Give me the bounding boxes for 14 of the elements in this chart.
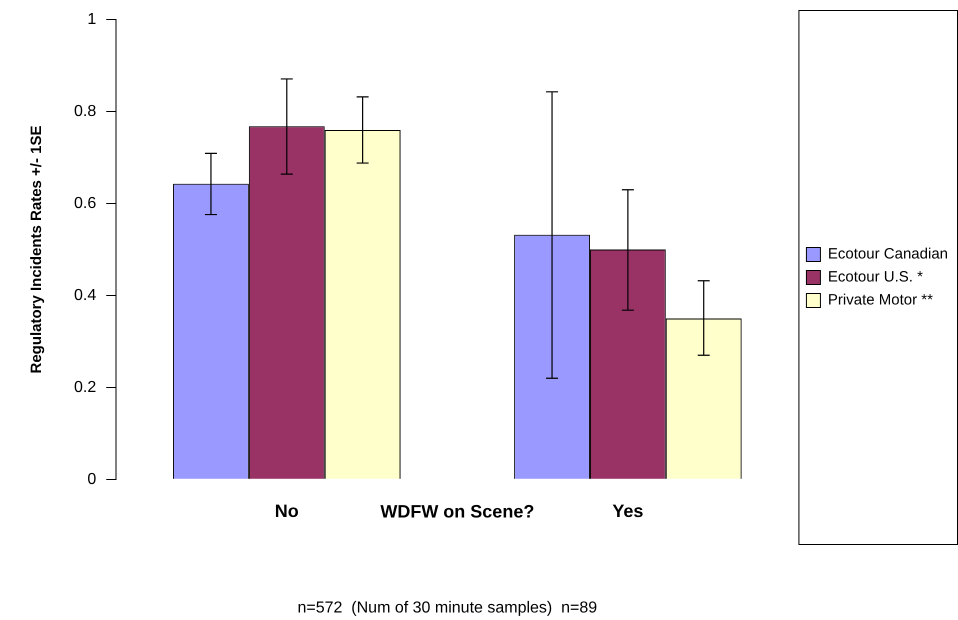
y-axis-title: Regulatory Incidents Rates +/- 1SE bbox=[28, 126, 46, 374]
y-tick-label: 0.6 bbox=[74, 194, 96, 212]
y-tick-label: 0.8 bbox=[74, 102, 96, 120]
y-tick-label: 0.2 bbox=[74, 378, 96, 396]
legend-label: Private Motor ** bbox=[828, 292, 934, 309]
y-tick-label: 0 bbox=[87, 470, 96, 488]
legend-label: Ecotour U.S. * bbox=[828, 268, 924, 286]
text: n=572 (Num of 30 minute samples) n=89 bbox=[297, 599, 598, 616]
y-tick-label: 0.4 bbox=[74, 286, 96, 304]
legend-label: Ecotour Canadian bbox=[828, 246, 948, 263]
x-tick-label: Yes bbox=[612, 501, 644, 522]
x-tick-label: No bbox=[274, 501, 299, 522]
x-axis-title: WDFW on Scene? bbox=[380, 501, 534, 522]
y-tick-label: 1 bbox=[87, 11, 96, 28]
